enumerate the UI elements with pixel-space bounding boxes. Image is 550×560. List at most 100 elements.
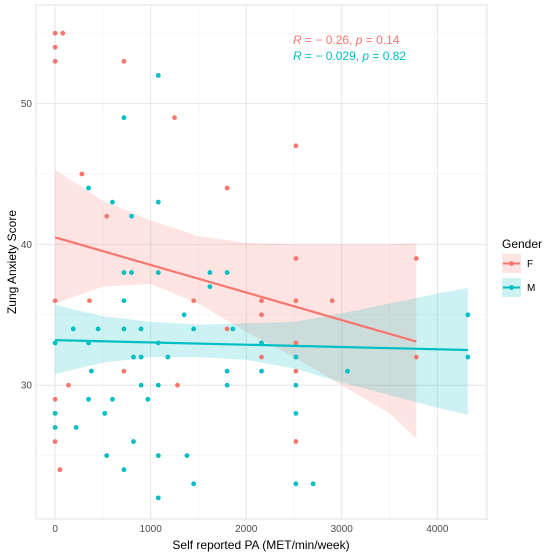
x-tick-label: 1000 (140, 524, 163, 535)
data-point-f (413, 256, 419, 261)
data-point-f (52, 44, 58, 50)
data-point-m (110, 396, 115, 402)
data-point-m (121, 115, 127, 121)
y-axis-title: Zung Anxiety Score (5, 210, 19, 314)
grid-major (36, 5, 487, 519)
confidence-band-f (55, 169, 417, 439)
regression-line-m (55, 339, 468, 352)
data-point-f (52, 439, 58, 444)
data-point-f (52, 30, 58, 36)
data-point-m (155, 495, 161, 501)
y-tick-label: 40 (21, 240, 33, 251)
x-tick-label: 4000 (426, 524, 449, 535)
data-point-f (52, 396, 58, 402)
data-point-m (73, 425, 79, 430)
data-point-m (155, 73, 161, 78)
data-point-m (89, 368, 94, 374)
data-point-m (95, 326, 101, 332)
data-point-m (191, 326, 197, 332)
x-axis-ticks: 0 1000 2000 3000 4000 (52, 524, 449, 535)
data-point-m (86, 185, 91, 191)
data-point-f (172, 115, 177, 121)
data-point-f (329, 298, 335, 304)
y-tick-label: 50 (21, 99, 33, 110)
data-point-m (70, 326, 76, 332)
data-point-m (121, 326, 127, 332)
data-point-m (104, 453, 110, 459)
data-point-f (293, 368, 299, 374)
regression-line-f (54, 236, 417, 343)
x-tick-label: 3000 (331, 524, 354, 535)
data-point-m (345, 368, 350, 374)
legend: Gender F M (502, 237, 542, 297)
confidence-band-m (55, 288, 468, 415)
data-point-m (129, 270, 134, 275)
data-point-m (224, 368, 230, 374)
data-point-f (191, 298, 197, 304)
data-point-m (155, 453, 161, 459)
data-point-f (259, 354, 264, 360)
data-point-m (191, 481, 197, 487)
data-point-m (138, 354, 144, 360)
data-point-m (131, 354, 136, 360)
data-point-m (293, 354, 299, 360)
data-point-m (138, 326, 144, 332)
data-point-f (259, 312, 264, 318)
regression-lines (54, 236, 468, 352)
data-point-m (224, 382, 230, 388)
data-point-m (52, 340, 58, 346)
data-point-f (52, 58, 58, 64)
data-point-f (224, 185, 230, 191)
data-point-m (86, 396, 91, 402)
data-point-m (465, 354, 471, 360)
data-point-m (121, 270, 127, 275)
data-point-f (259, 298, 264, 304)
data-point-m (165, 354, 171, 360)
data-point-m (121, 467, 127, 473)
data-point-m (465, 312, 471, 318)
legend-label-f: F (527, 259, 533, 270)
data-point-f (293, 143, 299, 149)
data-point-f (293, 256, 299, 261)
data-point-f (175, 382, 180, 388)
data-point-m (102, 410, 108, 416)
data-point-f (52, 298, 58, 304)
data-point-m (131, 439, 136, 444)
data-point-m (293, 481, 299, 487)
data-point-f (121, 58, 127, 64)
plot-panel (35, 4, 488, 520)
x-tick-label: 2000 (235, 524, 258, 535)
correlation-label-m: R = − 0.029, p = 0.82 (293, 49, 406, 63)
data-point-f (121, 368, 127, 374)
data-points (52, 30, 471, 501)
data-point-m (207, 284, 213, 290)
data-point-m (145, 396, 151, 402)
data-point-m (52, 410, 58, 416)
legend-key-point-f (509, 261, 514, 266)
data-point-m (224, 270, 230, 275)
data-point-f (224, 326, 230, 332)
legend-title: Gender (502, 237, 542, 251)
data-point-m (293, 382, 299, 388)
data-point-m (155, 270, 161, 275)
data-point-m (207, 270, 213, 275)
y-tick-label: 30 (21, 381, 33, 392)
data-point-f (413, 354, 419, 360)
legend-label-m: M (527, 283, 535, 294)
correlation-annotations: R = − 0.26, p = 0.14 R = − 0.029, p = 0.8… (293, 33, 406, 63)
data-point-m (230, 326, 236, 332)
data-point-f (60, 30, 66, 36)
data-point-m (259, 368, 264, 374)
data-point-m (293, 410, 299, 416)
data-point-m (181, 312, 187, 318)
grid-minor (36, 5, 487, 519)
x-tick-label: 0 (52, 524, 58, 535)
data-point-f (293, 439, 299, 444)
data-point-f (87, 298, 92, 304)
data-point-m (310, 481, 316, 487)
data-point-f (104, 213, 110, 219)
data-point-m (110, 199, 115, 205)
confidence-bands (55, 169, 468, 439)
data-point-f (79, 171, 85, 177)
